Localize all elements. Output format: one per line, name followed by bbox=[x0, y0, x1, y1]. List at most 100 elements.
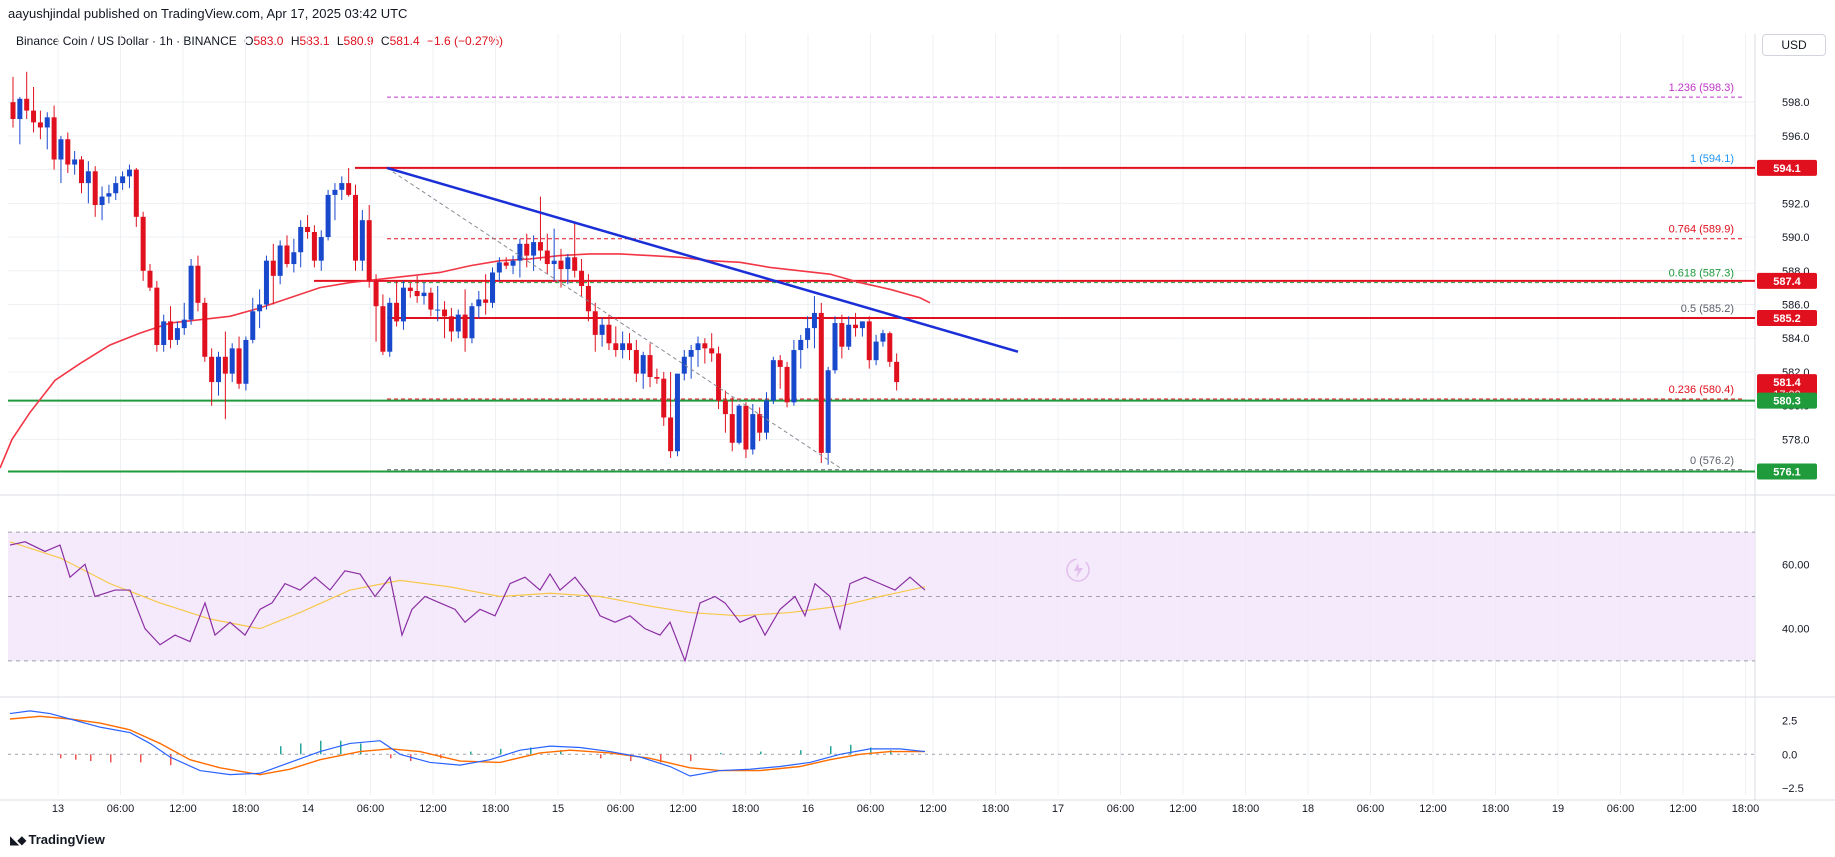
currency-label[interactable]: USD bbox=[1762, 34, 1826, 56]
candle-body bbox=[818, 312, 824, 453]
time-tick-label: 18:00 bbox=[1232, 803, 1260, 815]
candle-body bbox=[394, 302, 400, 322]
candle-body bbox=[866, 321, 872, 361]
candle-body bbox=[681, 356, 687, 374]
candle-body bbox=[250, 311, 256, 340]
macd-histogram-bar bbox=[870, 747, 872, 755]
candle-body bbox=[31, 110, 37, 123]
candle-body bbox=[517, 243, 523, 261]
candle-body bbox=[894, 361, 900, 383]
candle-body bbox=[490, 272, 495, 303]
candle-body bbox=[674, 373, 680, 452]
candle-body bbox=[873, 341, 879, 361]
candle-body bbox=[510, 260, 516, 266]
candle-body bbox=[44, 117, 50, 128]
candle-body bbox=[353, 194, 358, 261]
candle-body bbox=[887, 333, 893, 362]
rsi-line bbox=[9, 541, 926, 663]
time-tick-label: 12:00 bbox=[419, 803, 447, 815]
candle-body bbox=[633, 350, 639, 374]
candle-body bbox=[496, 262, 502, 273]
candle-body bbox=[695, 343, 701, 351]
candle-body bbox=[65, 139, 71, 165]
tradingview-logo[interactable]: ◣◆ TradingView bbox=[10, 832, 105, 847]
candle-body bbox=[126, 169, 132, 177]
candle-body bbox=[113, 183, 119, 194]
candle-body bbox=[770, 360, 776, 401]
candle-body bbox=[442, 309, 448, 317]
candle-body bbox=[572, 257, 578, 271]
ohlc-high: H583.1 bbox=[290, 34, 330, 48]
candle-body bbox=[284, 245, 290, 265]
price-tag-label: 585.2 bbox=[1773, 313, 1801, 325]
candle-body bbox=[154, 287, 160, 345]
ohlc-close: C581.4 bbox=[380, 34, 420, 48]
candle-body bbox=[188, 265, 194, 320]
candle-body bbox=[318, 237, 324, 261]
tv-logo-icon: ◣◆ bbox=[10, 832, 27, 847]
candle-body bbox=[750, 414, 756, 450]
moving-average-line bbox=[0, 253, 931, 469]
candle-body bbox=[606, 324, 612, 344]
macd-histogram-bar bbox=[110, 754, 112, 763]
symbol-row: Binance Coin / US Dollar · 1h · BINANCE … bbox=[16, 34, 503, 48]
candle-body bbox=[469, 306, 475, 339]
fib-level-label: 0.5 (585.2) bbox=[1681, 303, 1734, 315]
time-tick-label: 06:00 bbox=[107, 803, 135, 815]
candle-body bbox=[400, 287, 406, 322]
fib-level-label: 0.236 (580.4) bbox=[1669, 384, 1734, 396]
candle-body bbox=[544, 250, 550, 265]
candle-body bbox=[579, 270, 585, 286]
candle-body bbox=[24, 98, 30, 111]
candle-body bbox=[729, 414, 735, 443]
time-tick-label: 18:00 bbox=[232, 803, 260, 815]
candle-body bbox=[791, 350, 797, 403]
candle-body bbox=[551, 260, 557, 265]
candle-body bbox=[222, 356, 228, 374]
candle-body bbox=[257, 304, 263, 312]
macd-histogram-bar bbox=[800, 750, 802, 755]
candle-body bbox=[736, 405, 742, 443]
price-tag bbox=[1757, 272, 1817, 289]
time-tick-label: 12:00 bbox=[919, 803, 947, 815]
publisher-line: aayushjindal published on TradingView.co… bbox=[8, 6, 408, 21]
candle-body bbox=[455, 314, 461, 332]
candle-body bbox=[558, 260, 564, 270]
macd-histogram-bar bbox=[690, 754, 692, 762]
macd-histogram-bar bbox=[360, 743, 362, 755]
candle-body bbox=[79, 159, 84, 184]
candle-body bbox=[387, 302, 393, 352]
bearish-trendline bbox=[386, 166, 1019, 353]
price-tag bbox=[1757, 310, 1817, 326]
candle-body bbox=[640, 355, 646, 374]
price-tick-label: 586.0 bbox=[1782, 300, 1810, 312]
macd-histogram-bar bbox=[170, 754, 172, 766]
time-tick-label: 18 bbox=[1302, 803, 1314, 815]
candle-body bbox=[428, 292, 434, 310]
candle-body bbox=[99, 196, 105, 206]
candle-body bbox=[147, 270, 153, 288]
symbol-name[interactable]: Binance Coin / US Dollar · 1h · BINANCE bbox=[16, 34, 237, 48]
candle-body bbox=[839, 323, 845, 347]
candle-body bbox=[846, 324, 852, 347]
time-tick-label: 13 bbox=[52, 803, 64, 815]
macd-histogram-bar bbox=[300, 743, 302, 755]
candle-body bbox=[51, 117, 57, 160]
macd-histogram-bar bbox=[530, 747, 532, 755]
candle-body bbox=[325, 194, 331, 238]
time-tick-label: 16 bbox=[802, 803, 814, 815]
time-tick-label: 06:00 bbox=[1607, 803, 1635, 815]
candle-body bbox=[270, 260, 276, 276]
candle-body bbox=[332, 189, 338, 195]
candle-body bbox=[448, 316, 454, 332]
candle-body bbox=[777, 360, 783, 367]
candle-body bbox=[92, 171, 98, 206]
candle-body bbox=[58, 139, 64, 160]
time-tick-label: 14 bbox=[302, 803, 314, 815]
time-tick-label: 18:00 bbox=[1732, 803, 1760, 815]
ohlc-change: −1.6 (−0.27%) bbox=[426, 34, 504, 48]
candle-body bbox=[709, 348, 715, 354]
candle-body bbox=[853, 324, 859, 329]
candle-body bbox=[859, 321, 865, 329]
